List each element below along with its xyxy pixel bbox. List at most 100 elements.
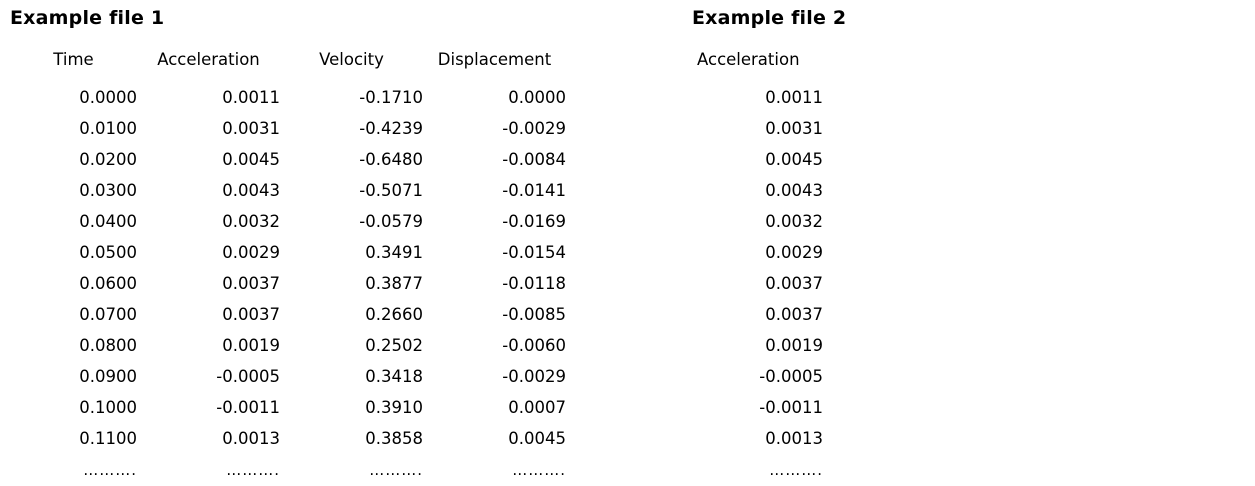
table-cell: 0.1100 xyxy=(79,429,137,448)
table-cell: 0.1000 xyxy=(79,398,137,417)
ellipsis-row: ………. ………. ………. ………. xyxy=(10,454,566,485)
table-row: 0.0600 0.0037 0.3877 -0.0118 xyxy=(10,268,566,299)
table-cell: -0.0085 xyxy=(502,305,566,324)
table-cell: 0.0013 xyxy=(765,429,823,448)
table-cell: 0.3418 xyxy=(365,367,423,386)
table-row: -0.0011 xyxy=(692,392,846,423)
table-row: 0.1100 0.0013 0.3858 0.0045 xyxy=(10,423,566,454)
table-cell: 0.0043 xyxy=(222,181,280,200)
table-cell: 0.0000 xyxy=(79,88,137,107)
table-cell: 0.0200 xyxy=(79,150,137,169)
table-row: 0.0500 0.0029 0.3491 -0.0154 xyxy=(10,237,566,268)
table-cell: 0.0500 xyxy=(79,243,137,262)
table-cell: -0.0141 xyxy=(502,181,566,200)
header-row: Acceleration xyxy=(692,44,846,74)
table-cell: 0.3910 xyxy=(365,398,423,417)
table-cell: -0.0579 xyxy=(359,212,423,231)
table-cell: -0.0029 xyxy=(502,367,566,386)
table-row: 0.0031 xyxy=(692,113,846,144)
table-cell: -0.0005 xyxy=(216,367,280,386)
table-cell: 0.0011 xyxy=(222,88,280,107)
example-file-1-section: Example file 1 Time Acceleration Velocity D… xyxy=(10,6,566,485)
table-cell: 0.0600 xyxy=(79,274,137,293)
table-cell: 0.0043 xyxy=(765,181,823,200)
table-cell: 0.0019 xyxy=(222,336,280,355)
table-row: -0.0005 xyxy=(692,361,846,392)
ellipsis-cell: ………. xyxy=(83,460,137,479)
example-file-1-title: Example file 1 xyxy=(10,7,165,29)
table-cell: 0.2660 xyxy=(365,305,423,324)
table-row: 0.0037 xyxy=(692,268,846,299)
table-row: 0.0011 xyxy=(692,82,846,113)
table-cell: -0.6480 xyxy=(359,150,423,169)
table-row: 0.0800 0.0019 0.2502 -0.0060 xyxy=(10,330,566,361)
table-cell: 0.0031 xyxy=(765,119,823,138)
table-row: 0.0700 0.0037 0.2660 -0.0085 xyxy=(10,299,566,330)
table-row: 0.0045 xyxy=(692,144,846,175)
table-row: 0.0019 xyxy=(692,330,846,361)
example-file-2-title: Example file 2 xyxy=(692,7,847,29)
table-cell: 0.0037 xyxy=(765,274,823,293)
table-cell: -0.0084 xyxy=(502,150,566,169)
table-cell: 0.0032 xyxy=(222,212,280,231)
table-cell: 0.0400 xyxy=(79,212,137,231)
table-cell: 0.0029 xyxy=(222,243,280,262)
table-row: 0.0200 0.0045 -0.6480 -0.0084 xyxy=(10,144,566,175)
table-cell: -0.0011 xyxy=(216,398,280,417)
ellipsis-cell: ………. xyxy=(226,460,280,479)
table-cell: 0.3877 xyxy=(365,274,423,293)
column-header: Displacement xyxy=(437,49,552,69)
table-cell: -0.4239 xyxy=(359,119,423,138)
table-cell: -0.5071 xyxy=(359,181,423,200)
table-row: 0.0900 -0.0005 0.3418 -0.0029 xyxy=(10,361,566,392)
table-cell: 0.0031 xyxy=(222,119,280,138)
table-cell: 0.0300 xyxy=(79,181,137,200)
table-row: 0.0400 0.0032 -0.0579 -0.0169 xyxy=(10,206,566,237)
table-cell: -0.0118 xyxy=(502,274,566,293)
table-cell: 0.0000 xyxy=(508,88,566,107)
table-cell: -0.0005 xyxy=(759,367,823,386)
table-cell: 0.0900 xyxy=(79,367,137,386)
example-file-1-table: Time Acceleration Velocity Displacement 0.00… xyxy=(10,44,566,485)
header-row: Time Acceleration Velocity Displacement xyxy=(10,44,566,74)
table-cell: 0.0045 xyxy=(508,429,566,448)
table-cell: -0.0060 xyxy=(502,336,566,355)
table-cell: 0.0037 xyxy=(765,305,823,324)
table-cell: 0.0100 xyxy=(79,119,137,138)
table-cell: -0.0169 xyxy=(502,212,566,231)
table-cell: 0.2502 xyxy=(365,336,423,355)
table-row: 0.0300 0.0043 -0.5071 -0.0141 xyxy=(10,175,566,206)
table-cell: 0.3858 xyxy=(365,429,423,448)
example-file-2-section: Example file 2 Acceleration 0.0011 0.0031 0… xyxy=(692,6,846,485)
table-row: 0.0029 xyxy=(692,237,846,268)
table-cell: 0.0019 xyxy=(765,336,823,355)
table-row: 0.0100 0.0031 -0.4239 -0.0029 xyxy=(10,113,566,144)
table-cell: 0.0037 xyxy=(222,274,280,293)
table-cell: 0.0045 xyxy=(765,150,823,169)
ellipsis-cell: ………. xyxy=(769,460,823,479)
table-cell: 0.0037 xyxy=(222,305,280,324)
table-cell: 0.0800 xyxy=(79,336,137,355)
table-cell: -0.0011 xyxy=(759,398,823,417)
ellipsis-cell: ………. xyxy=(512,460,566,479)
table-row: 0.0037 xyxy=(692,299,846,330)
example-file-2-table: Acceleration 0.0011 0.0031 0.0045 0.0043 0.00… xyxy=(692,44,846,485)
table-cell: 0.0700 xyxy=(79,305,137,324)
table-cell: 0.3491 xyxy=(365,243,423,262)
table-cell: -0.0029 xyxy=(502,119,566,138)
table-cell: 0.0032 xyxy=(765,212,823,231)
table-row: 0.1000 -0.0011 0.3910 0.0007 xyxy=(10,392,566,423)
column-header: Acceleration xyxy=(157,49,260,69)
column-header: Time xyxy=(53,49,94,69)
table-cell: 0.0029 xyxy=(765,243,823,262)
table-row: 0.0032 xyxy=(692,206,846,237)
table-cell: 0.0011 xyxy=(765,88,823,107)
table-row: 0.0043 xyxy=(692,175,846,206)
table-row: 0.0013 xyxy=(692,423,846,454)
table-cell: -0.0154 xyxy=(502,243,566,262)
table-cell: 0.0045 xyxy=(222,150,280,169)
table-cell: -0.1710 xyxy=(359,88,423,107)
ellipsis-row: ………. xyxy=(692,454,846,485)
table-row: 0.0000 0.0011 -0.1710 0.0000 xyxy=(10,82,566,113)
